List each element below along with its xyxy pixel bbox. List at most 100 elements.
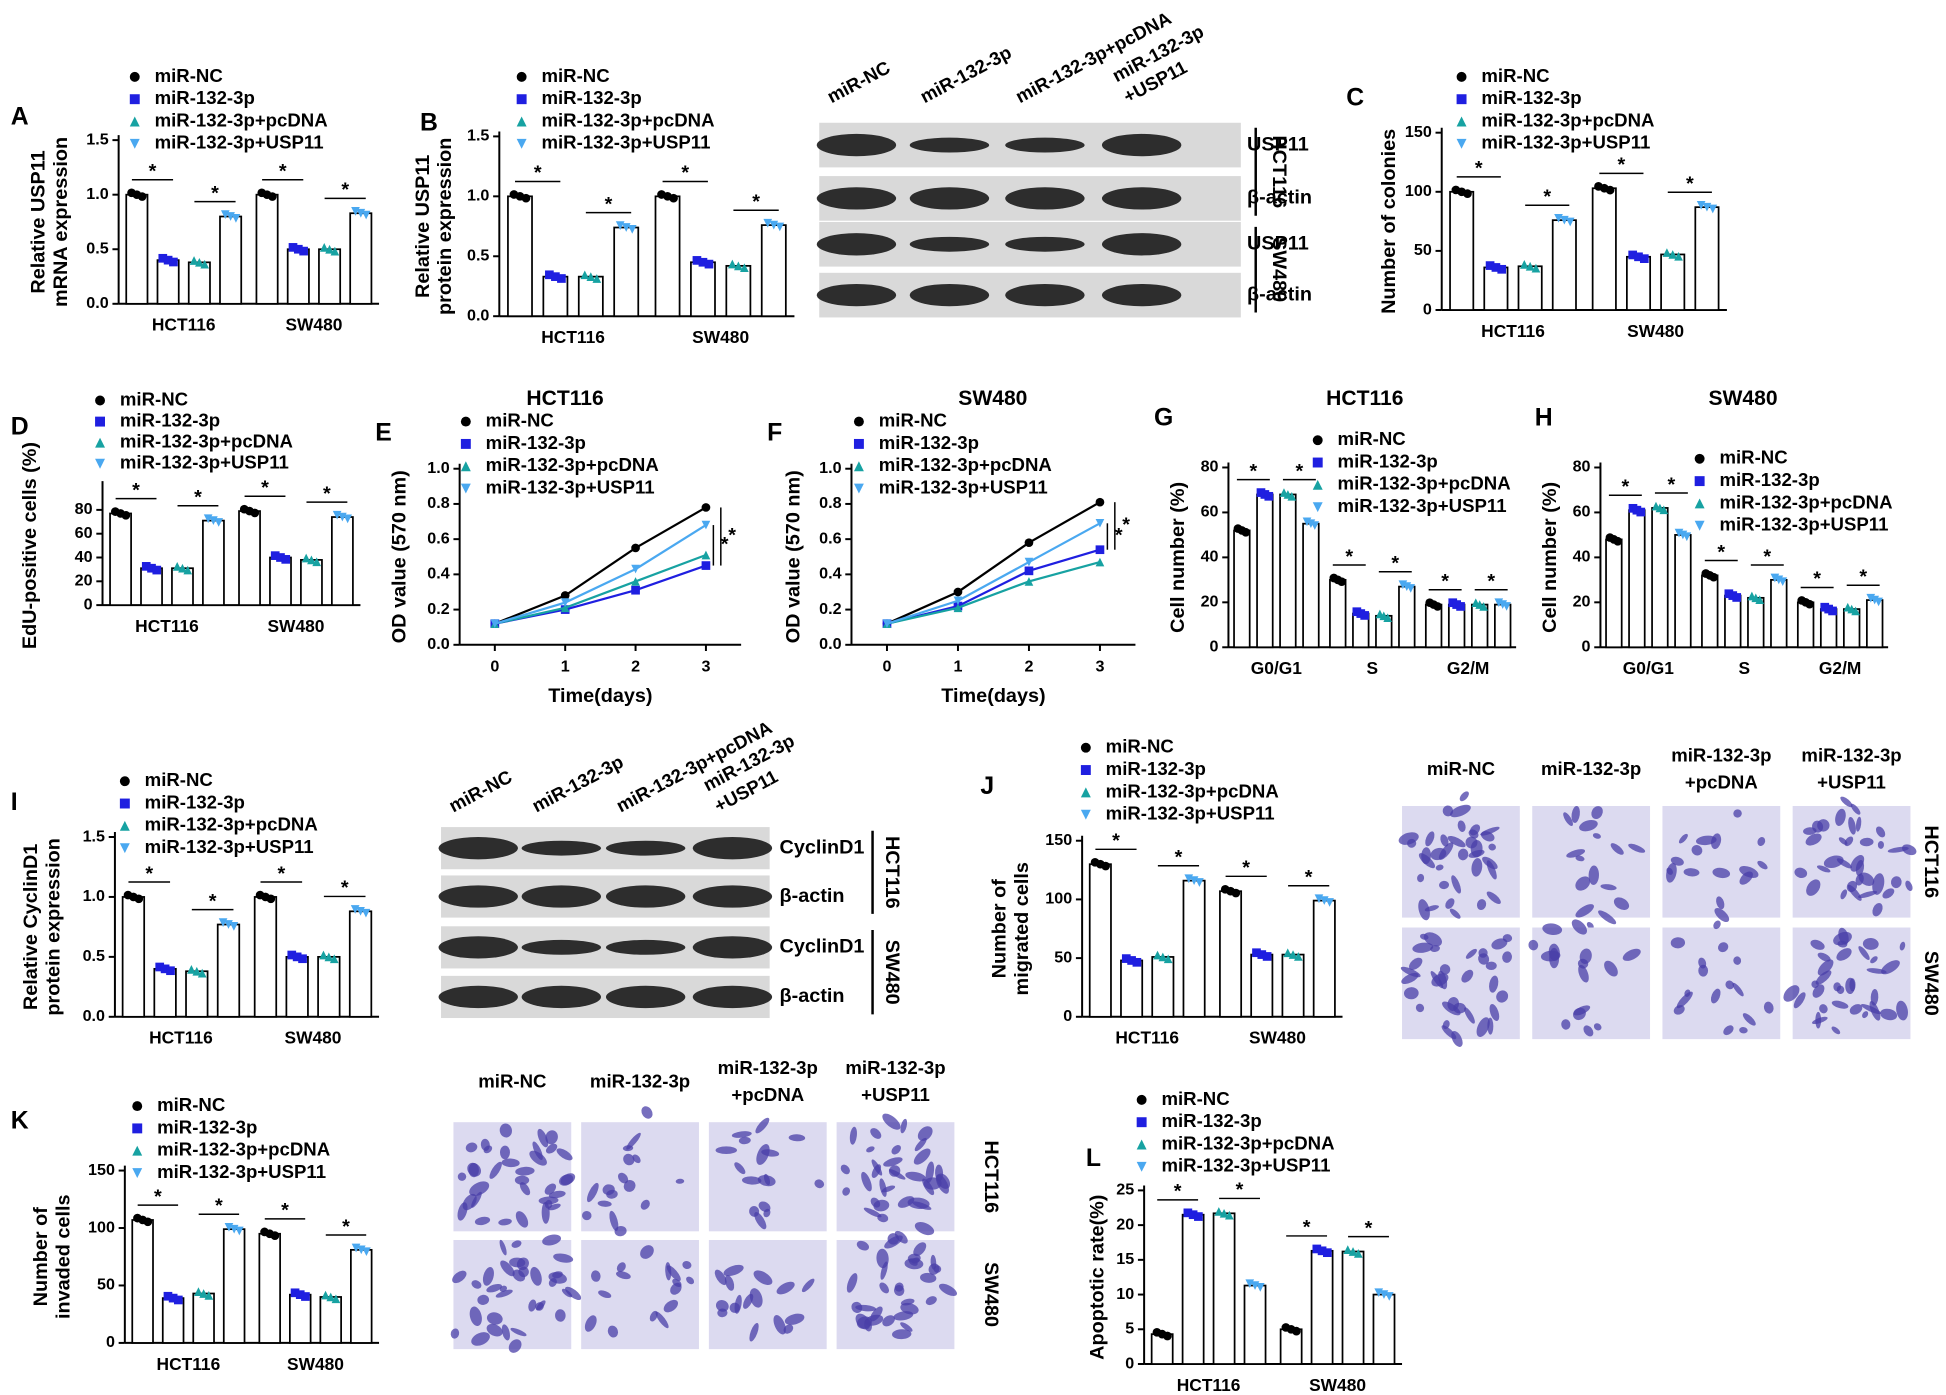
bar xyxy=(330,516,354,606)
marker xyxy=(1805,599,1814,609)
cell xyxy=(471,1332,490,1346)
y-tick-label: 80 xyxy=(1201,458,1219,476)
band-label: USP11 xyxy=(1247,133,1309,155)
bar xyxy=(286,248,310,305)
legend-marker xyxy=(119,820,130,831)
bar xyxy=(161,1297,185,1344)
y-axis-label: Number of xyxy=(30,1207,52,1307)
y-tick-label: 0.5 xyxy=(467,247,489,265)
legend-marker xyxy=(1136,1094,1147,1105)
cell xyxy=(581,1211,592,1221)
blot-band xyxy=(1005,283,1085,307)
cell xyxy=(508,1339,522,1353)
cell xyxy=(1600,884,1617,891)
x-axis-label: Time(days) xyxy=(941,685,1045,707)
marker xyxy=(1095,497,1105,507)
marker xyxy=(1224,1210,1234,1220)
marker xyxy=(287,950,297,960)
cell xyxy=(469,1181,490,1196)
bar xyxy=(216,923,241,1018)
cell xyxy=(776,1281,795,1295)
x-tick-label: G2/M xyxy=(1447,658,1489,678)
cell xyxy=(632,1154,641,1164)
y-axis-label: OD value (570 nm) xyxy=(783,470,805,643)
blot-band xyxy=(692,885,773,908)
marker xyxy=(1292,1326,1301,1336)
legend-label: miR-132-3p xyxy=(1161,1110,1261,1131)
marker xyxy=(343,514,352,524)
cell xyxy=(1794,867,1808,879)
cell xyxy=(783,1324,794,1334)
marker xyxy=(1828,606,1837,616)
cell xyxy=(1817,959,1834,976)
cell xyxy=(623,1179,636,1192)
marker xyxy=(882,619,892,629)
cell xyxy=(530,1266,542,1286)
marker xyxy=(1257,950,1267,959)
marker xyxy=(1294,952,1303,961)
cell xyxy=(755,1117,770,1134)
marker xyxy=(1264,491,1274,501)
marker xyxy=(704,259,714,269)
cell xyxy=(547,1203,561,1211)
bar xyxy=(654,195,681,318)
significance-mark: * xyxy=(279,161,287,183)
marker xyxy=(158,253,168,263)
marker xyxy=(229,922,239,931)
cell xyxy=(1575,876,1591,891)
significance-mark: * xyxy=(1618,154,1626,176)
bar xyxy=(350,1248,373,1344)
y-tick-label: 80 xyxy=(1573,458,1591,476)
marker xyxy=(155,962,165,972)
cell xyxy=(498,1218,512,1226)
marker xyxy=(189,256,199,265)
panel-label: E xyxy=(375,420,392,447)
y-tick-label: 0 xyxy=(1210,638,1219,656)
micrograph xyxy=(1532,927,1651,1040)
y-axis-label: mRNA expression xyxy=(50,137,72,307)
column-label: miR-NC xyxy=(478,1070,546,1091)
cell xyxy=(1561,1019,1571,1030)
legend-label: miR-132-3p xyxy=(541,87,641,108)
cell xyxy=(879,1282,889,1294)
bar xyxy=(760,224,787,318)
y-tick-label: 0.0 xyxy=(467,306,489,324)
legend-label: miR-132-3p+pcDNA xyxy=(1338,473,1511,494)
significance-mark: * xyxy=(1174,1181,1182,1203)
cell xyxy=(1447,996,1460,1011)
legend-marker xyxy=(1456,94,1467,105)
bar xyxy=(1626,255,1652,311)
y-axis-label: protein expression xyxy=(434,138,456,315)
legend-label: miR-NC xyxy=(1481,65,1549,86)
significance-mark: * xyxy=(605,193,613,215)
bar xyxy=(269,556,292,606)
cell xyxy=(1833,931,1852,946)
cell xyxy=(452,1270,467,1284)
cell xyxy=(555,1309,566,1322)
legend-marker xyxy=(1080,742,1091,753)
bar xyxy=(156,259,180,305)
legend-label: miR-NC xyxy=(1106,736,1174,757)
marker xyxy=(143,1217,153,1227)
cell xyxy=(1836,985,1845,995)
panel-label: J xyxy=(980,773,994,800)
significance-mark: * xyxy=(132,479,140,501)
y-tick-label: 80 xyxy=(75,500,93,518)
bar xyxy=(1243,1284,1267,1365)
column-label: +pcDNA xyxy=(1685,772,1758,793)
cell xyxy=(1733,809,1742,818)
cell xyxy=(622,1145,634,1152)
bar xyxy=(202,519,225,606)
blot-band xyxy=(521,985,601,1009)
significance-mark: * xyxy=(1122,514,1130,536)
cell xyxy=(1817,952,1831,962)
cell xyxy=(532,1141,543,1160)
legend-label: miR-NC xyxy=(120,388,188,409)
y-tick-label: 0 xyxy=(84,595,93,613)
y-tick-label: 20 xyxy=(1573,593,1591,611)
marker xyxy=(169,257,178,267)
bar xyxy=(348,910,373,1018)
significance-mark: * xyxy=(1112,830,1120,852)
cell xyxy=(1571,919,1587,935)
marker xyxy=(580,270,590,280)
